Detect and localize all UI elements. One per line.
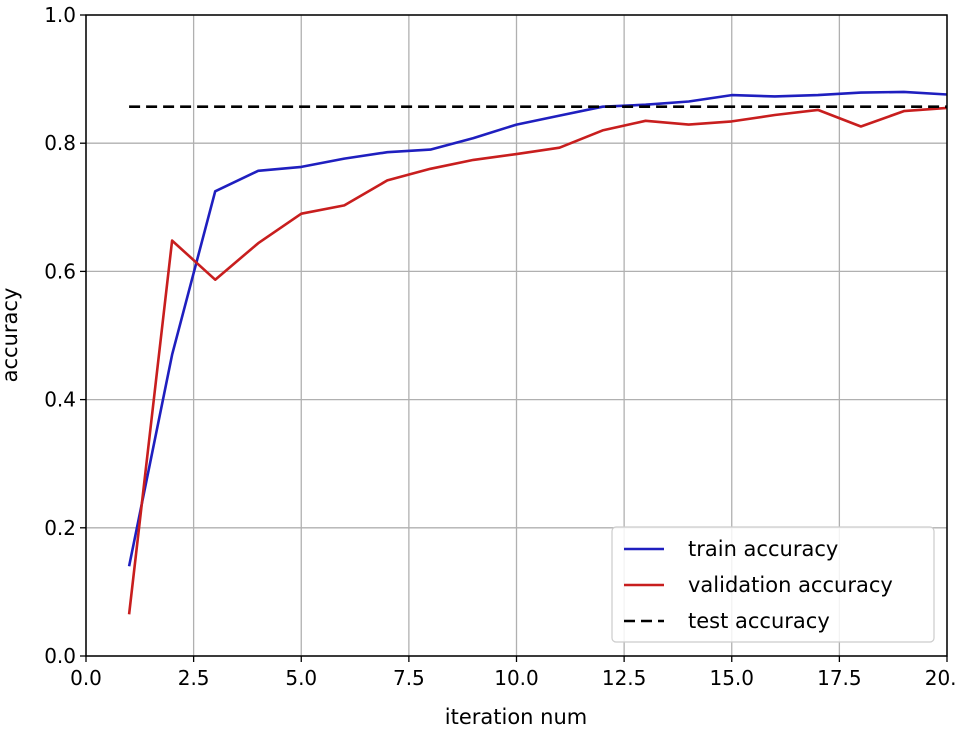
- x-tick-label: 7.5: [393, 666, 425, 690]
- legend-box: [611, 526, 935, 643]
- x-tick-label: 5.0: [285, 666, 317, 690]
- series-lines: [127, 90, 948, 615]
- x-axis-title: iteration num: [445, 705, 587, 729]
- x-tick-label: 17.5: [817, 666, 862, 690]
- x-tick-label: 2.5: [178, 666, 210, 690]
- x-tick-label: 15.0: [709, 666, 754, 690]
- legend-label: train accuracy: [688, 537, 838, 561]
- x-tick-label: 0.0: [70, 666, 102, 690]
- legend: train accuracy validation accuracy test ac…: [611, 526, 935, 643]
- x-tick-label: 20.0: [925, 666, 955, 690]
- y-tick-label: 0.4: [44, 388, 76, 412]
- x-tick-label: 12.5: [602, 666, 647, 690]
- y-tick-label: 0.0: [44, 644, 76, 668]
- legend-label: test accuracy: [688, 609, 830, 633]
- y-tick-label: 1.0: [44, 3, 76, 27]
- series-line-train-accuracy: [127, 90, 948, 567]
- y-tick-label: 0.6: [44, 259, 76, 283]
- y-tick-label: 0.8: [44, 131, 76, 155]
- grid-lines: [85, 14, 948, 657]
- y-tick-label: 0.2: [44, 516, 76, 540]
- x-tick-label: 10.0: [494, 666, 539, 690]
- axis-ticks: 0.0 2.5 5.0 7.5 10.0 12.5 15.0 17.5 20.0 0.0 0.2 0.…: [44, 3, 955, 690]
- series-line-validation-accuracy: [127, 106, 948, 615]
- y-axis-title: accuracy: [0, 288, 22, 383]
- legend-label: validation accuracy: [688, 573, 893, 597]
